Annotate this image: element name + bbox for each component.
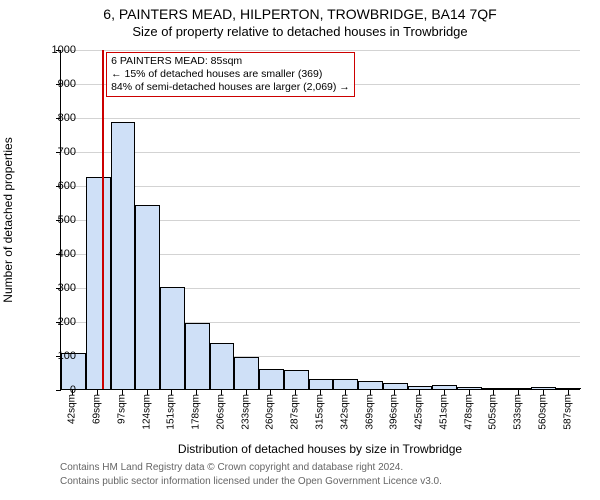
xtick-label: 342sqm xyxy=(339,394,350,430)
ytick-label: 700 xyxy=(36,146,76,158)
xtick-mark xyxy=(122,390,123,395)
xtick-label: 587sqm xyxy=(562,394,573,430)
xtick-mark xyxy=(469,390,470,395)
xtick-label: 42sqm xyxy=(67,394,78,424)
xtick-mark xyxy=(444,390,445,395)
xtick-mark xyxy=(72,390,73,395)
xtick-label: 505sqm xyxy=(488,394,499,430)
histogram-bar xyxy=(210,343,235,389)
xtick-mark xyxy=(543,390,544,395)
gridline xyxy=(61,50,580,51)
xtick-mark xyxy=(493,390,494,395)
xtick-label: 233sqm xyxy=(240,394,251,430)
x-axis-label: Distribution of detached houses by size … xyxy=(60,442,580,456)
xtick-label: 260sqm xyxy=(265,394,276,430)
xtick-label: 369sqm xyxy=(364,394,375,430)
xtick-label: 124sqm xyxy=(141,394,152,430)
xtick-mark xyxy=(518,390,519,395)
annotation-line: 6 PAINTERS MEAD: 85sqm xyxy=(111,55,350,68)
xtick-mark xyxy=(370,390,371,395)
xtick-mark xyxy=(246,390,247,395)
ytick-label: 500 xyxy=(36,214,76,226)
histogram-bar xyxy=(432,385,457,389)
ytick-label: 800 xyxy=(36,112,76,124)
histogram-bar xyxy=(234,357,259,389)
property-marker-line xyxy=(102,50,104,389)
xtick-label: 425sqm xyxy=(414,394,425,430)
histogram-bar xyxy=(333,379,358,389)
xtick-mark xyxy=(270,390,271,395)
histogram-bar xyxy=(507,388,532,389)
histogram-bar xyxy=(383,383,408,389)
ytick-label: 200 xyxy=(36,316,76,328)
xtick-label: 560sqm xyxy=(537,394,548,430)
gridline xyxy=(61,152,580,153)
xtick-mark xyxy=(419,390,420,395)
xtick-mark xyxy=(394,390,395,395)
y-axis-label: Number of detached properties xyxy=(1,137,15,302)
xtick-label: 287sqm xyxy=(290,394,301,430)
histogram-bar xyxy=(457,387,482,389)
xtick-label: 533sqm xyxy=(513,394,524,430)
footer-copyright-1: Contains HM Land Registry data © Crown c… xyxy=(60,462,403,473)
xtick-mark xyxy=(147,390,148,395)
ytick-label: 1000 xyxy=(36,44,76,56)
histogram-bar xyxy=(111,122,136,389)
xtick-mark xyxy=(196,390,197,395)
histogram-bar xyxy=(358,381,383,390)
xtick-mark xyxy=(171,390,172,395)
ytick-label: 400 xyxy=(36,248,76,260)
xtick-label: 451sqm xyxy=(438,394,449,430)
gridline xyxy=(61,186,580,187)
xtick-label: 478sqm xyxy=(463,394,474,430)
xtick-mark xyxy=(568,390,569,395)
histogram-bar xyxy=(309,379,334,389)
histogram-bar xyxy=(160,287,185,389)
annotation-line: 84% of semi-detached houses are larger (… xyxy=(111,81,350,94)
gridline xyxy=(61,118,580,119)
xtick-mark xyxy=(97,390,98,395)
xtick-label: 97sqm xyxy=(116,394,127,424)
ytick-label: 100 xyxy=(36,350,76,362)
histogram-bar xyxy=(556,388,581,389)
histogram-bar xyxy=(408,386,433,389)
xtick-label: 315sqm xyxy=(315,394,326,430)
ytick-label: 300 xyxy=(36,282,76,294)
xtick-mark xyxy=(295,390,296,395)
ytick-label: 900 xyxy=(36,78,76,90)
xtick-label: 178sqm xyxy=(191,394,202,430)
annotation-box: 6 PAINTERS MEAD: 85sqm← 15% of detached … xyxy=(106,52,355,97)
xtick-label: 151sqm xyxy=(166,394,177,430)
xtick-mark xyxy=(345,390,346,395)
xtick-label: 69sqm xyxy=(92,394,103,424)
chart-title-address: 6, PAINTERS MEAD, HILPERTON, TROWBRIDGE,… xyxy=(0,6,600,22)
histogram-bar xyxy=(185,323,210,389)
xtick-label: 396sqm xyxy=(389,394,400,430)
xtick-label: 206sqm xyxy=(215,394,226,430)
footer-copyright-2: Contains public sector information licen… xyxy=(60,476,442,487)
chart-plot-area: 6 PAINTERS MEAD: 85sqm← 15% of detached … xyxy=(60,50,580,390)
chart-title-description: Size of property relative to detached ho… xyxy=(0,24,600,39)
histogram-bar xyxy=(135,205,160,389)
xtick-mark xyxy=(320,390,321,395)
histogram-bar xyxy=(86,177,111,390)
xtick-mark xyxy=(221,390,222,395)
histogram-bar xyxy=(482,388,507,389)
histogram-bar xyxy=(531,387,556,389)
histogram-bar xyxy=(284,370,309,389)
histogram-bar xyxy=(259,369,284,389)
ytick-label: 600 xyxy=(36,180,76,192)
annotation-line: ← 15% of detached houses are smaller (36… xyxy=(111,68,350,81)
